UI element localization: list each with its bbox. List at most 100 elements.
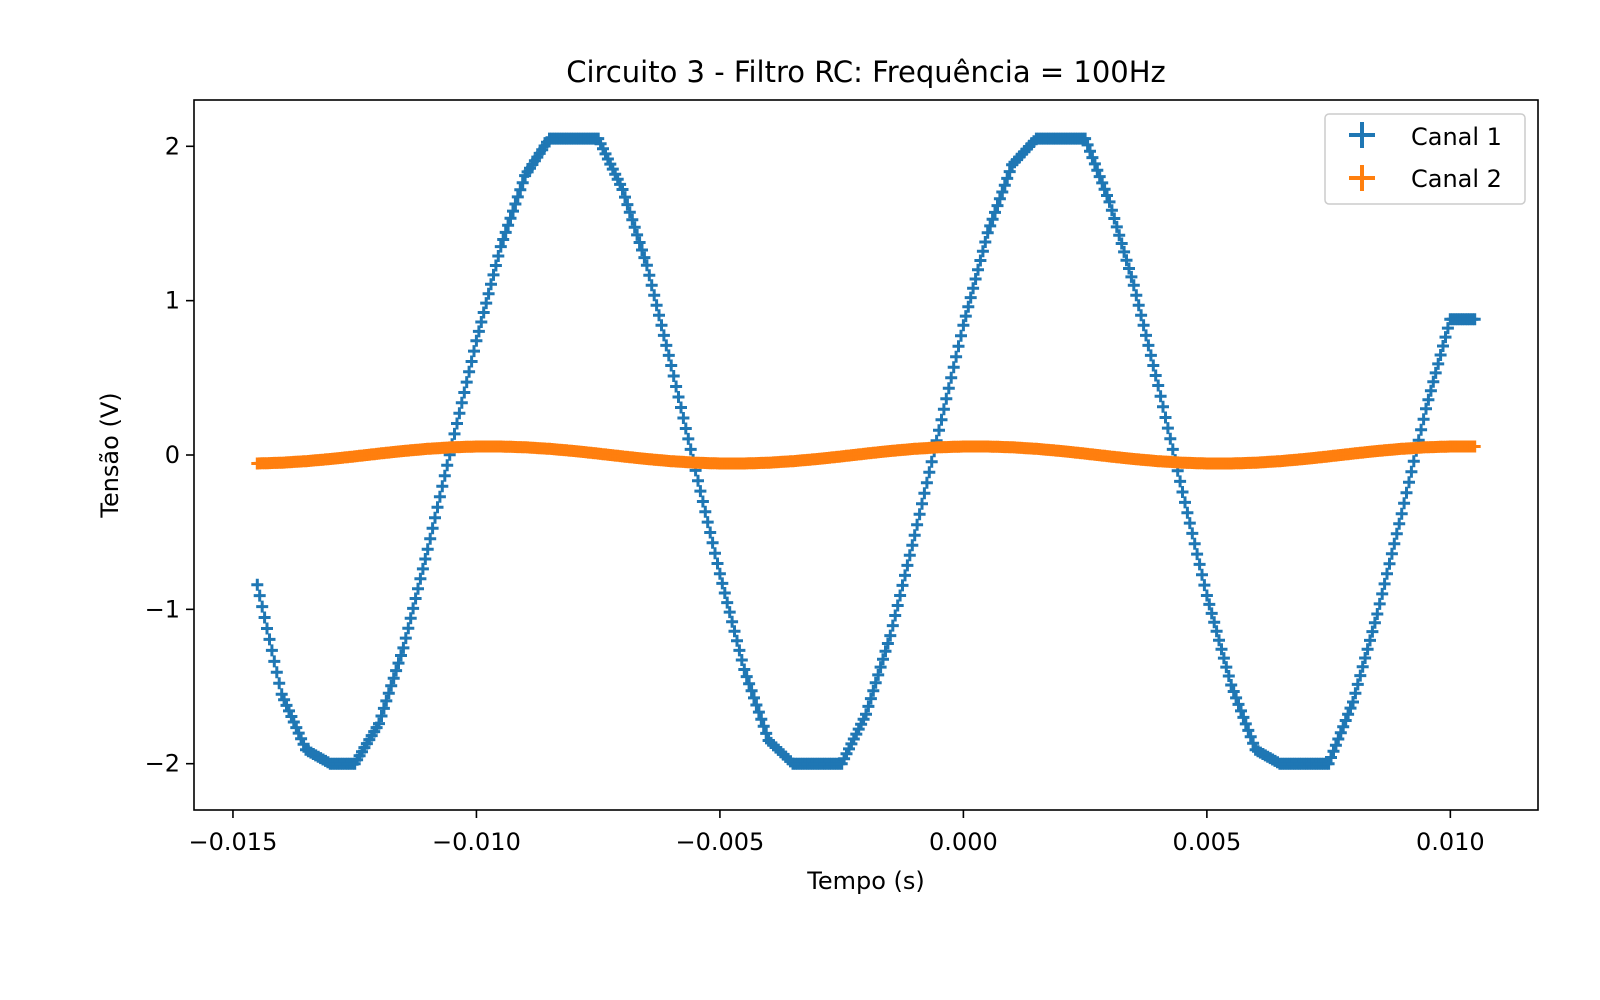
data-point-canal-1 <box>1144 349 1157 362</box>
data-point-canal-1 <box>984 219 997 232</box>
data-point-canal-1 <box>1242 724 1255 737</box>
data-point-canal-1 <box>1342 708 1355 721</box>
data-point-canal-1 <box>426 522 439 535</box>
data-point-canal-1 <box>1098 183 1111 196</box>
data-point-canal-1 <box>726 615 739 628</box>
data-point-canal-1 <box>657 329 670 342</box>
data-point-canal-1 <box>256 600 269 613</box>
data-point-canal-1 <box>1390 527 1403 540</box>
data-point-canal-1 <box>385 679 398 692</box>
x-tick-label: 0.010 <box>1416 828 1485 856</box>
data-point-canal-1 <box>1400 486 1413 499</box>
data-point-canal-2 <box>1468 440 1481 453</box>
data-point-canal-1 <box>1105 204 1118 217</box>
data-point-canal-1 <box>1140 329 1152 342</box>
data-point-canal-1 <box>261 622 273 635</box>
data-point-canal-1 <box>1132 299 1145 312</box>
data-point-canal-1 <box>743 677 756 690</box>
data-point-canal-1 <box>1347 696 1359 708</box>
data-point-canal-1 <box>891 599 904 612</box>
data-point-canal-1 <box>1157 400 1169 413</box>
data-point-canal-1 <box>879 645 892 658</box>
data-point-canal-1 <box>1361 643 1374 656</box>
data-point-canal-1 <box>1407 455 1420 468</box>
y-tick-label: −2 <box>145 750 180 778</box>
data-point-canal-1 <box>989 206 1001 219</box>
data-point-canal-1 <box>499 226 512 239</box>
data-point-canal-1 <box>998 179 1011 192</box>
data-point-canal-1 <box>731 634 743 647</box>
data-point-canal-1 <box>906 539 919 552</box>
data-point-canal-1 <box>757 720 770 733</box>
data-point-canal-1 <box>375 710 388 722</box>
data-point-canal-1 <box>1422 393 1435 406</box>
data-point-canal-1 <box>431 501 444 514</box>
data-point-canal-1 <box>923 466 936 479</box>
data-point-canal-1 <box>463 365 476 378</box>
data-point-canal-1 <box>950 350 963 363</box>
data-point-canal-1 <box>1230 691 1243 704</box>
x-tick-label: −0.010 <box>432 828 521 856</box>
data-point-canal-1 <box>278 693 291 706</box>
data-point-canal-1 <box>1437 340 1449 352</box>
data-point-canal-1 <box>1123 262 1135 275</box>
data-point-canal-1 <box>1213 634 1225 647</box>
data-point-canal-1 <box>1337 720 1350 733</box>
data-point-canal-1 <box>395 649 407 662</box>
data-point-canal-1 <box>911 518 924 531</box>
data-point-canal-1 <box>962 300 975 313</box>
data-point-canal-1 <box>696 495 709 508</box>
data-point-canal-1 <box>485 278 497 291</box>
data-point-canal-1 <box>1239 717 1252 730</box>
data-point-canal-1 <box>263 633 276 646</box>
data-point-canal-1 <box>748 691 760 704</box>
data-point-canal-1 <box>1096 176 1109 189</box>
data-point-canal-1 <box>667 370 680 382</box>
data-point-canal-1 <box>1325 751 1337 764</box>
data-point-canal-1 <box>1086 151 1099 164</box>
data-point-canal-1 <box>738 663 751 676</box>
legend-marker-canal-1 <box>1349 122 1375 148</box>
x-tick-label: 0.005 <box>1173 828 1242 856</box>
data-point-canal-1 <box>460 376 473 389</box>
data-point-canal-1 <box>438 469 451 482</box>
data-point-canal-1 <box>1130 289 1143 302</box>
y-tick-label: 1 <box>165 287 180 315</box>
data-point-canal-1 <box>665 359 678 372</box>
data-point-canal-1 <box>1188 537 1201 550</box>
data-point-canal-1 <box>1432 357 1445 370</box>
data-point-canal-1 <box>1439 331 1452 344</box>
data-point-canal-1 <box>1125 270 1138 283</box>
y-tick-label: −1 <box>145 595 180 623</box>
data-point-canal-1 <box>942 382 955 395</box>
legend-label-canal-1: Canal 1 <box>1411 123 1502 151</box>
legend-marker-canal-2 <box>1349 165 1375 191</box>
data-point-canal-1 <box>959 310 972 323</box>
data-point-canal-1 <box>1405 465 1418 478</box>
data-point-canal-1 <box>1359 652 1372 664</box>
data-point-canal-1 <box>1417 413 1430 426</box>
data-point-canal-1 <box>455 396 468 409</box>
chart-title: Circuito 3 - Filtro RC: Frequência = 100… <box>566 55 1166 89</box>
data-point-canal-1 <box>273 677 286 690</box>
data-point-canal-1 <box>662 349 675 362</box>
data-point-canal-1 <box>1222 670 1235 682</box>
legend: Canal 1 Canal 2 <box>1324 113 1526 205</box>
data-point-canal-1 <box>874 661 887 674</box>
data-point-canal-1 <box>468 345 480 358</box>
data-point-canal-1 <box>487 268 500 281</box>
data-point-canal-1 <box>1142 339 1155 352</box>
data-point-canal-1 <box>704 526 717 539</box>
data-point-canal-1 <box>390 664 403 677</box>
data-point-canal-1 <box>377 702 390 715</box>
data-point-canal-1 <box>297 738 310 751</box>
data-point-canal-1 <box>1225 679 1238 691</box>
data-point-canal-1 <box>976 245 989 258</box>
data-point-canal-1 <box>436 480 449 493</box>
data-point-canal-1 <box>1376 587 1389 600</box>
data-point-canal-1 <box>399 632 412 645</box>
data-point-canal-1 <box>1215 643 1228 656</box>
data-point-canal-1 <box>1383 557 1396 570</box>
data-point-canal-1 <box>1247 737 1260 750</box>
data-point-canal-1 <box>453 407 466 420</box>
